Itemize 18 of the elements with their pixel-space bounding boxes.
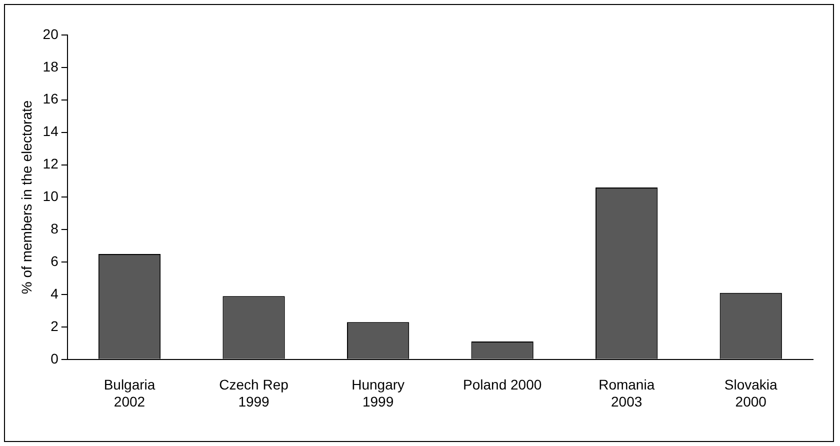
y-tick-label: 12 — [42, 156, 59, 172]
y-tick-label: 6 — [50, 252, 59, 269]
y-axis-title: % of members in the electorate — [18, 100, 34, 294]
x-tick-label: Bulgaria 2002 — [104, 376, 156, 410]
x-tick-label: Hungary 1999 — [352, 376, 405, 410]
x-tick-label: Poland 2000 — [463, 376, 542, 393]
y-tick-label: 2 — [50, 318, 59, 334]
y-tick-label: 14 — [42, 123, 59, 140]
y-tick-label: 8 — [50, 220, 59, 236]
x-tick-label: Romania 2003 — [598, 376, 655, 410]
x-tick-label: Czech Rep 1999 — [219, 376, 289, 410]
y-tick-label: 0 — [50, 350, 59, 366]
y-tick-label: 4 — [50, 285, 59, 302]
y-tick-label: 16 — [42, 90, 59, 107]
x-tick-label: Slovakia 2000 — [724, 376, 778, 410]
y-tick-label: 18 — [42, 58, 59, 74]
y-tick-label: 10 — [42, 188, 59, 204]
y-tick-label: 20 — [42, 26, 59, 42]
